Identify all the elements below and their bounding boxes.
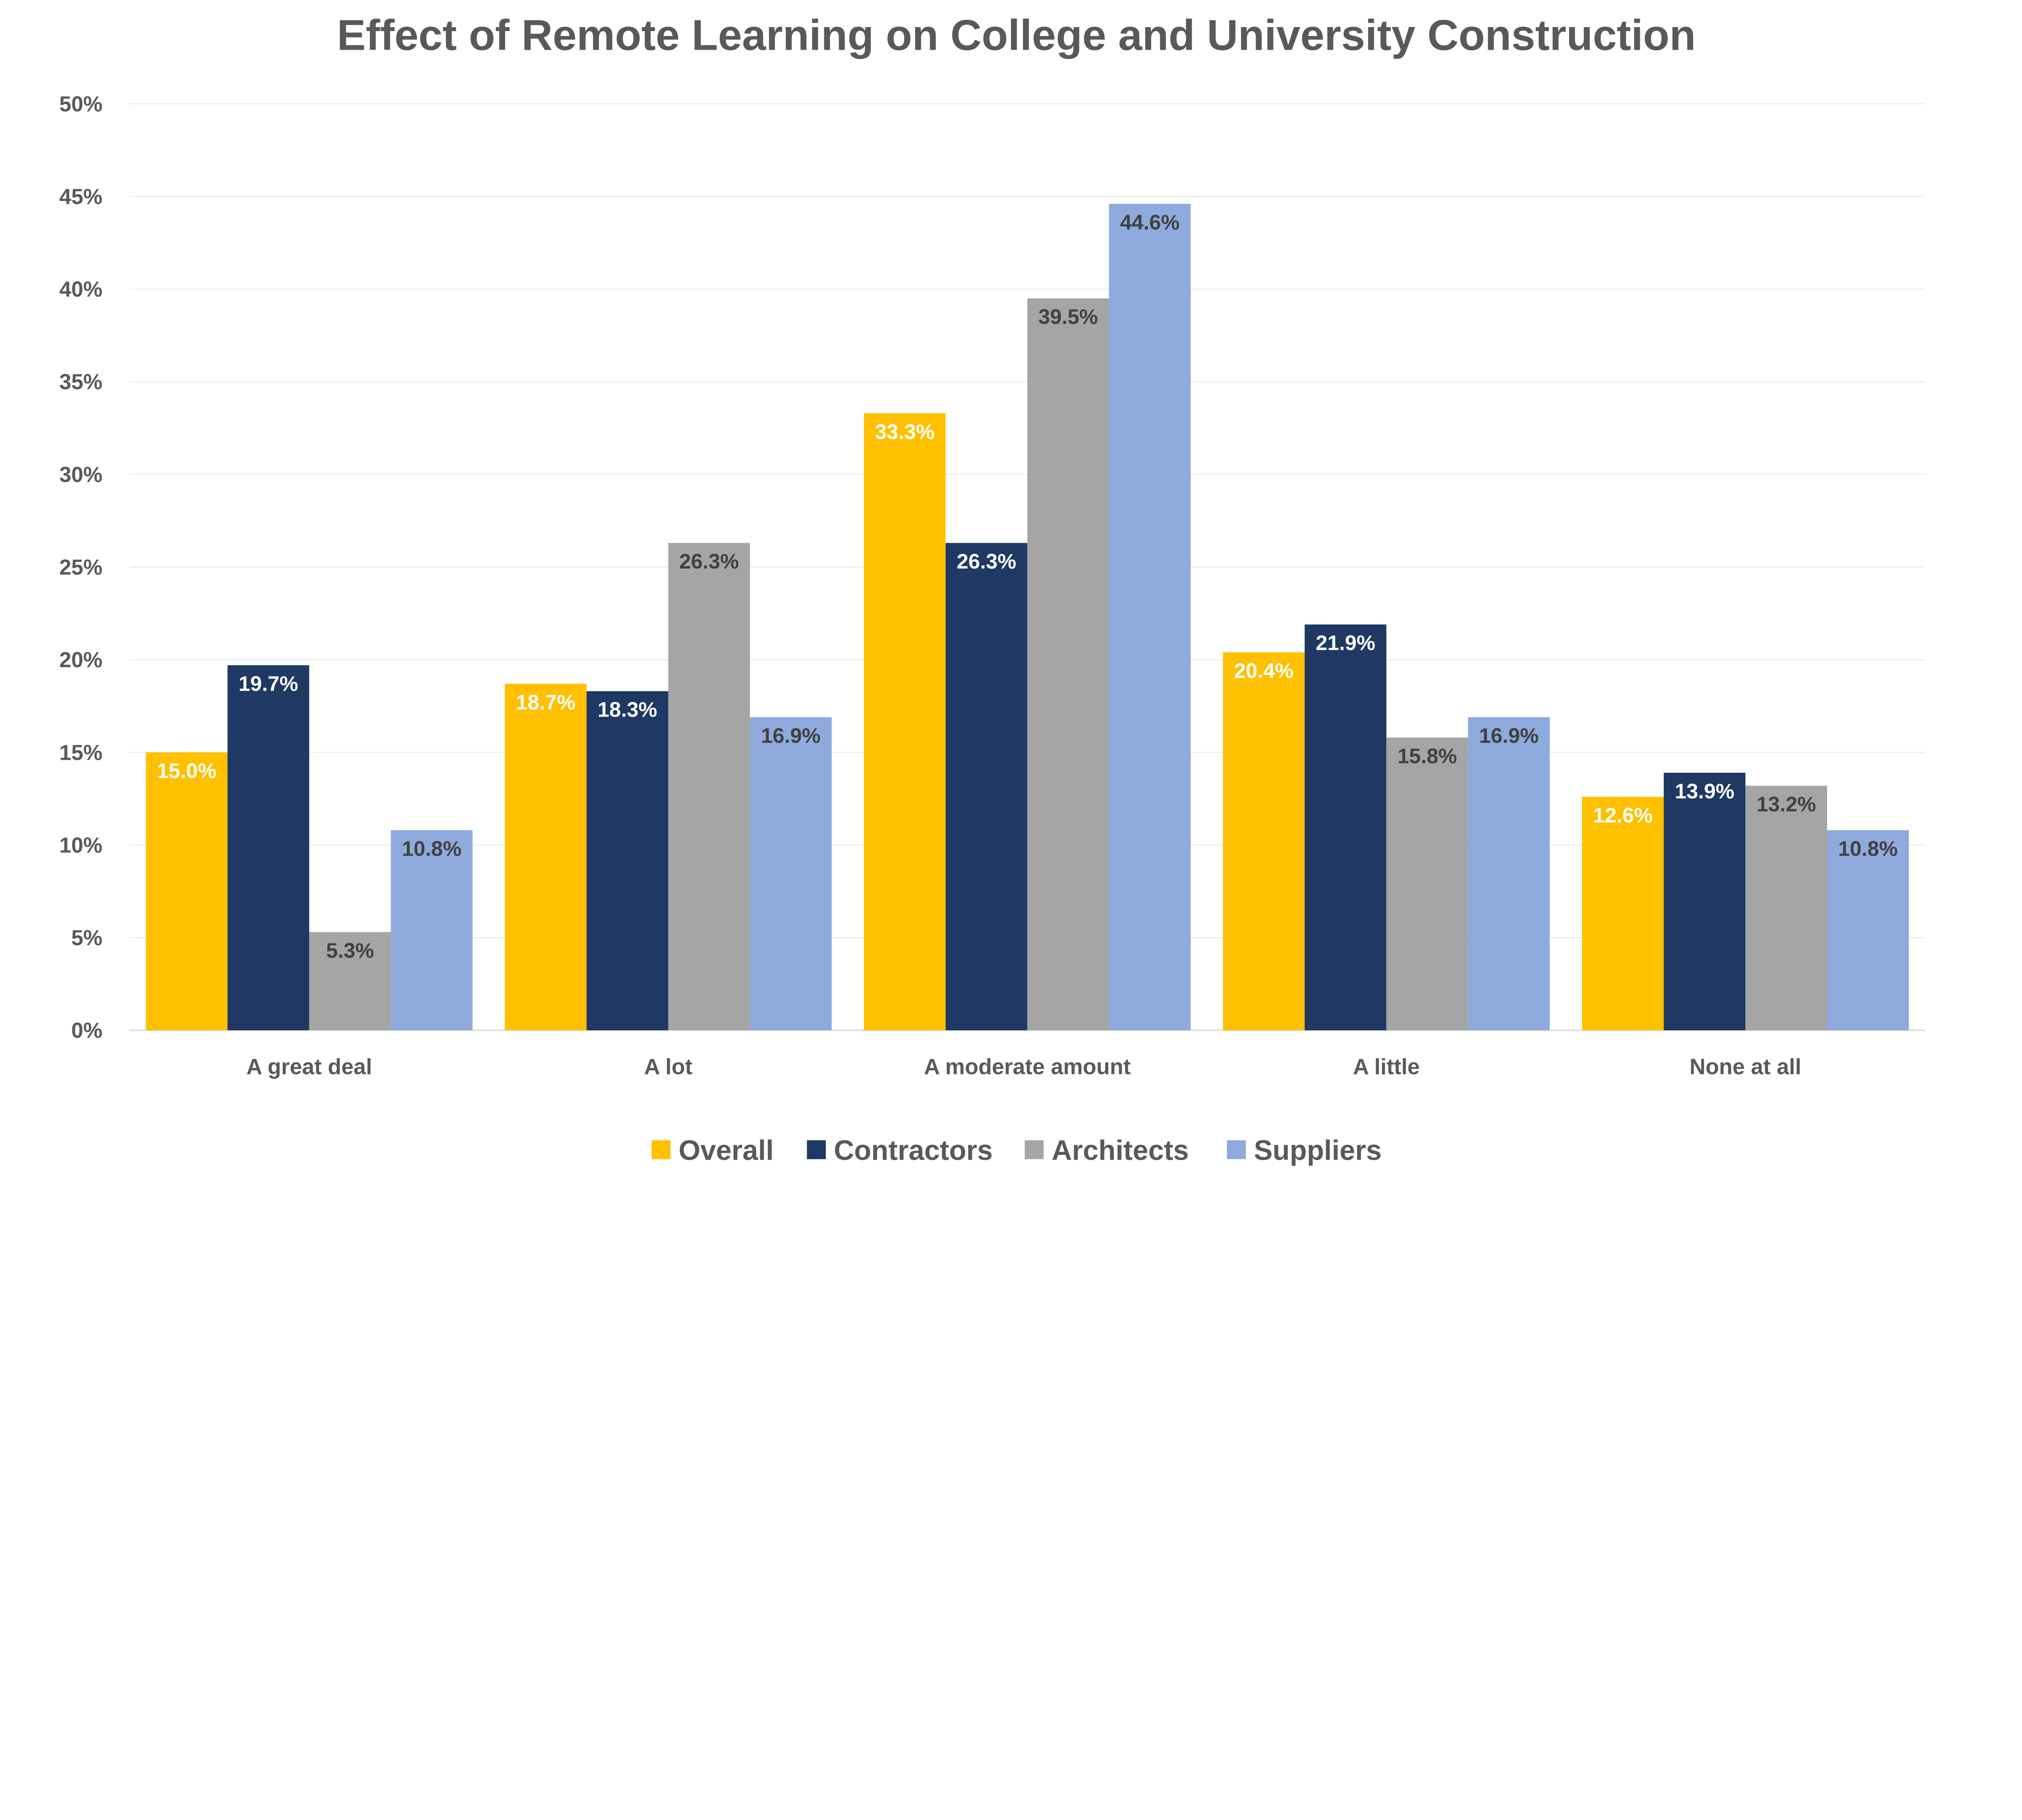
bar-overall xyxy=(1582,797,1664,1030)
legend-item-architects: Architects xyxy=(1025,1135,1189,1166)
legend-item-overall: Overall xyxy=(651,1135,774,1166)
bar-contractors xyxy=(227,665,309,1030)
data-label: 26.3% xyxy=(957,550,1016,573)
data-label: 10.8% xyxy=(1838,837,1897,860)
legend-label: Contractors xyxy=(834,1135,993,1166)
x-axis: A great deal A lot A moderate amount A litt… xyxy=(246,1055,1801,1079)
x-category-label: A moderate amount xyxy=(924,1055,1131,1079)
bar-suppliers xyxy=(1109,204,1191,1030)
data-label: 33.3% xyxy=(875,420,935,444)
bar-architects xyxy=(668,543,750,1030)
data-label: 16.9% xyxy=(761,724,821,748)
legend-swatch xyxy=(1025,1140,1044,1159)
data-label: 26.3% xyxy=(679,550,739,573)
y-tick-label: 10% xyxy=(59,833,103,857)
y-tick-label: 25% xyxy=(59,556,103,579)
y-tick-label: 35% xyxy=(59,370,103,394)
bar-contractors xyxy=(1664,773,1746,1030)
y-tick-label: 5% xyxy=(71,926,102,950)
bar-overall xyxy=(1223,652,1305,1030)
y-axis: 0% 5% 10% 15% 20% 25% 30% 35% 40% 45% 50% xyxy=(59,92,103,1042)
y-tick-label: 15% xyxy=(59,741,103,765)
bar-suppliers xyxy=(750,717,832,1030)
data-label: 13.9% xyxy=(1675,780,1734,803)
y-tick-label: 30% xyxy=(59,463,103,487)
data-label: 10.8% xyxy=(402,837,461,860)
data-label: 20.4% xyxy=(1234,659,1293,683)
data-label: 21.9% xyxy=(1316,632,1375,655)
bar-overall xyxy=(505,684,587,1030)
bars: 15.0% 19.7% 5.3% 10.8% 18.7% 18.3% 26.3% 16.9% 3… xyxy=(146,204,1909,1030)
legend-item-suppliers: Suppliers xyxy=(1227,1135,1382,1166)
legend: Overall Contractors Architects Suppliers xyxy=(651,1135,1382,1166)
bar-architects xyxy=(1745,786,1827,1030)
y-tick-label: 20% xyxy=(59,648,103,672)
bar-architects xyxy=(309,932,391,1030)
bar-contractors xyxy=(945,543,1028,1030)
y-tick-label: 40% xyxy=(59,278,103,302)
y-tick-label: 45% xyxy=(59,185,103,209)
bar-suppliers xyxy=(1827,830,1909,1030)
y-tick-label: 50% xyxy=(59,92,103,116)
x-category-label: A lot xyxy=(644,1055,692,1079)
bar-chart: Effect of Remote Learning on College and… xyxy=(59,11,1925,1166)
bar-overall xyxy=(146,752,228,1030)
data-label: 18.7% xyxy=(516,691,575,714)
bar-architects xyxy=(1386,737,1468,1030)
data-label: 44.6% xyxy=(1120,211,1180,234)
data-label: 15.8% xyxy=(1397,744,1457,768)
chart-title: Effect of Remote Learning on College and… xyxy=(337,11,1696,59)
data-label: 18.3% xyxy=(598,698,657,722)
data-label: 39.5% xyxy=(1038,305,1098,329)
bar-architects xyxy=(1027,298,1109,1030)
data-label: 15.0% xyxy=(157,759,216,783)
bar-suppliers xyxy=(1468,717,1550,1030)
legend-swatch xyxy=(1227,1140,1246,1159)
x-category-label: None at all xyxy=(1690,1055,1801,1079)
data-label: 12.6% xyxy=(1593,804,1652,827)
data-label: 19.7% xyxy=(239,672,298,696)
legend-label: Overall xyxy=(679,1135,774,1166)
legend-swatch xyxy=(651,1140,671,1159)
legend-swatch xyxy=(807,1140,826,1159)
legend-label: Architects xyxy=(1052,1135,1189,1166)
x-category-label: A little xyxy=(1353,1055,1420,1079)
bar-suppliers xyxy=(391,830,473,1030)
data-label: 16.9% xyxy=(1479,724,1538,748)
legend-label: Suppliers xyxy=(1254,1135,1382,1166)
bar-contractors xyxy=(586,691,668,1030)
legend-item-contractors: Contractors xyxy=(807,1135,993,1166)
x-category-label: A great deal xyxy=(246,1055,372,1079)
bar-contractors xyxy=(1305,624,1387,1030)
y-tick-label: 0% xyxy=(71,1019,102,1043)
bar-overall xyxy=(864,413,946,1030)
data-label: 13.2% xyxy=(1756,793,1816,816)
data-label: 5.3% xyxy=(326,939,374,962)
